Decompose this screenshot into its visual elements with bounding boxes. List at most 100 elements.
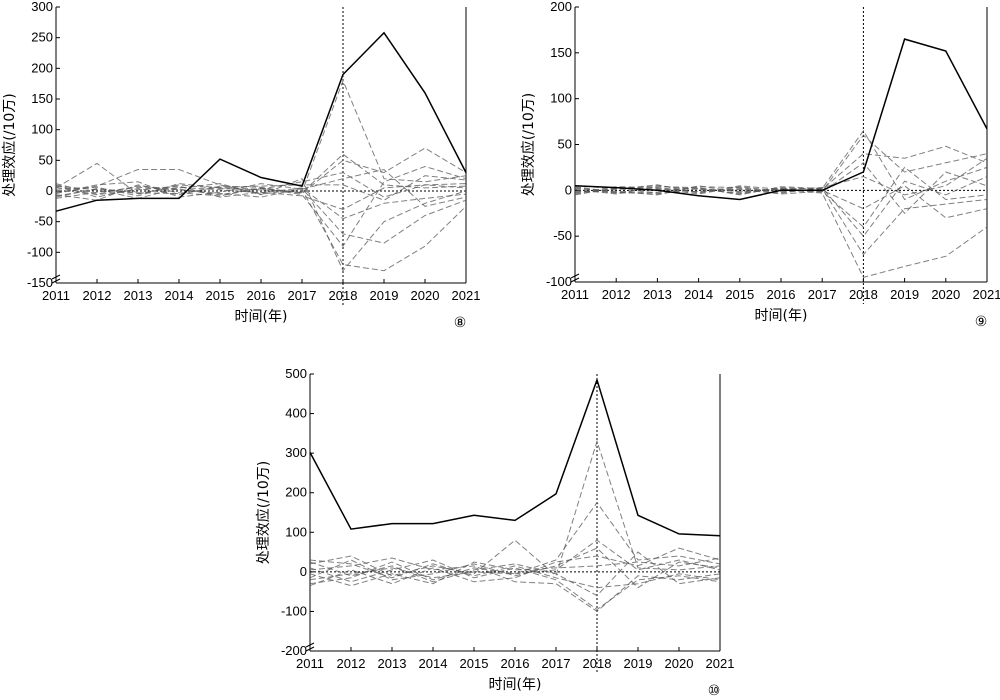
y-tick-label: 200 (31, 60, 53, 75)
placebo-series-line (309, 559, 721, 589)
x-tick-label: 2017 (542, 656, 571, 671)
placebo-series-line (55, 186, 467, 220)
y-tick-label: 150 (550, 45, 572, 60)
x-axis-title: 时间(年) (755, 308, 808, 324)
x-tick-label: 2017 (288, 288, 317, 303)
x-tick-label: 2013 (378, 656, 407, 671)
y-tick-label: 0 (46, 183, 53, 198)
placebo-series-line (309, 559, 721, 611)
y-tick-label: -200 (281, 643, 307, 658)
x-tick-label: 2016 (501, 656, 530, 671)
placebo-series-line (309, 557, 721, 587)
placebo-series-line (574, 166, 988, 228)
y-tick-label: -150 (27, 275, 53, 290)
placebo-series-line (574, 186, 988, 256)
x-tick-label: 2021 (973, 287, 1000, 302)
placebo-series-line (309, 551, 721, 597)
placebo-series-line (55, 165, 467, 248)
y-tick-label: -100 (546, 274, 572, 289)
y-tick-label: 300 (285, 445, 307, 460)
placebo-series-line (309, 539, 721, 581)
y-tick-label: 0 (300, 564, 307, 579)
treated-series-line (55, 31, 467, 212)
placebo-series-line (55, 168, 467, 207)
x-tick-label: 2016 (247, 288, 276, 303)
chart-panel-10: -200 -100 0 100 200 300 400 500 2011 2012 2013 2014… (255, 366, 734, 699)
placebo-series-line (309, 547, 721, 587)
placebo-series-line (55, 153, 467, 196)
placebo-series-line (55, 178, 467, 272)
y-tick-label: 200 (550, 0, 572, 14)
y-tick-label: -50 (553, 228, 572, 243)
x-tick-label: 2014 (684, 287, 713, 302)
panel-number-mark: ⑨ (975, 314, 988, 330)
placebo-series-line (574, 134, 988, 195)
placebo-series-line (574, 129, 988, 201)
x-tick-label: 2012 (83, 288, 112, 303)
placebo-series-line (55, 186, 467, 244)
x-tick-label: 2013 (643, 287, 672, 302)
chart-panel-8: -150 -100 -50 0 50 100 150 200 250 300 2011 2012 201… (1, 0, 480, 331)
placebo-series-line (574, 145, 988, 195)
placebo-series-line (574, 162, 988, 215)
y-tick-label: 400 (285, 406, 307, 421)
x-tick-label: 2020 (411, 288, 440, 303)
x-axis-title: 时间(年) (489, 677, 542, 693)
placebo-series-line (309, 557, 721, 613)
placebo-series-line (574, 157, 988, 196)
placebo-series-line (574, 176, 988, 238)
y-tick-label: 500 (285, 366, 307, 381)
chart-panel-9: -100 -50 0 50 100 150 200 2011 2012 2013 2014 2015 2… (520, 0, 1000, 330)
y-tick-label: 100 (550, 91, 572, 106)
placebo-series-line (55, 172, 467, 198)
x-tick-label: 2015 (460, 656, 489, 671)
placebo-series-line (55, 147, 467, 198)
x-tick-label: 2011 (42, 288, 70, 303)
x-tick-label: 2019 (890, 287, 919, 302)
y-axis-title: 处理效应(/10万) (255, 461, 272, 564)
x-tick-label: 2020 (665, 656, 694, 671)
y-tick-label: -100 (27, 244, 53, 259)
x-tick-label: 2013 (124, 288, 153, 303)
x-tick-label: 2019 (624, 656, 653, 671)
y-tick-label: 50 (558, 137, 572, 152)
y-tick-label: 100 (31, 122, 53, 137)
y-tick-label: 100 (285, 524, 307, 539)
x-tick-label: 2018 (849, 287, 878, 302)
y-tick-label: 150 (31, 91, 53, 106)
placebo-series-line (55, 79, 467, 195)
x-tick-label: 2020 (931, 287, 960, 302)
panel-number-mark: ⑧ (454, 315, 467, 331)
placebo-series-line (574, 184, 988, 278)
x-tick-label: 2012 (337, 656, 366, 671)
x-tick-label: 2021 (452, 288, 481, 303)
y-tick-label: 0 (565, 182, 572, 197)
treated-series-line (574, 38, 988, 201)
y-tick-label: -100 (281, 603, 307, 618)
x-tick-label: 2019 (370, 288, 399, 303)
x-tick-label: 2014 (165, 288, 194, 303)
x-tick-label: 2015 (725, 287, 754, 302)
panel-number-mark: ⑩ (708, 683, 721, 699)
x-tick-label: 2017 (808, 287, 837, 302)
placebo-series-line (309, 439, 721, 577)
x-axis-title: 时间(年) (235, 309, 288, 325)
placebo-series-line (55, 183, 467, 210)
x-tick-label: 2015 (206, 288, 235, 303)
y-axis-title: 处理效应(/10万) (1, 93, 18, 196)
y-tick-label: 200 (285, 485, 307, 500)
y-tick-label: 250 (31, 30, 53, 45)
y-tick-label: 300 (31, 0, 53, 14)
x-tick-label: 2016 (767, 287, 796, 302)
x-tick-label: 2021 (706, 656, 735, 671)
placebo-series-line (574, 185, 988, 219)
x-tick-label: 2011 (561, 287, 589, 302)
y-tick-label: -50 (34, 214, 53, 229)
y-axis-title: 处理效应(/10万) (520, 93, 537, 196)
x-tick-label: 2011 (296, 656, 324, 671)
y-tick-label: 50 (39, 152, 53, 167)
x-tick-label: 2012 (602, 287, 631, 302)
treated-series-line (309, 377, 721, 537)
x-tick-label: 2014 (419, 656, 448, 671)
